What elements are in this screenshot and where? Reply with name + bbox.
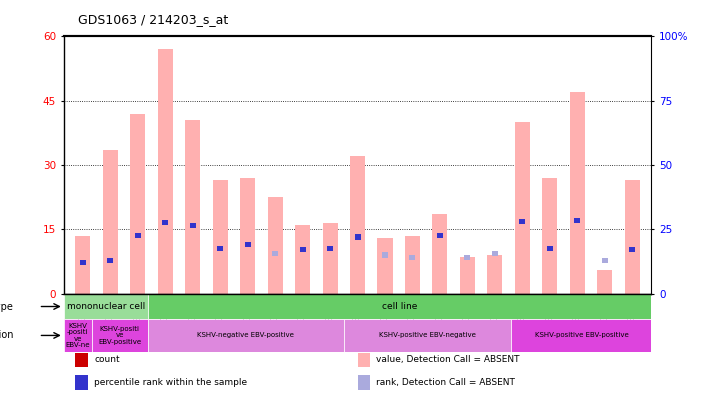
- Bar: [355, 234, 360, 240]
- Bar: [437, 233, 443, 239]
- Bar: [624, 180, 640, 294]
- Bar: [92, 320, 148, 352]
- Bar: [602, 258, 607, 263]
- Bar: [327, 246, 333, 251]
- Bar: [358, 352, 370, 367]
- Bar: [515, 122, 530, 294]
- Bar: [295, 225, 310, 294]
- Bar: [343, 320, 511, 352]
- Bar: [75, 236, 91, 294]
- Bar: [547, 246, 553, 251]
- Bar: [492, 251, 498, 256]
- Bar: [64, 294, 148, 320]
- Bar: [377, 238, 392, 294]
- Bar: [542, 178, 557, 294]
- Bar: [148, 294, 651, 320]
- Bar: [629, 247, 635, 252]
- Bar: [350, 156, 365, 294]
- Bar: [245, 242, 251, 247]
- Bar: [405, 236, 420, 294]
- Bar: [162, 220, 169, 226]
- Bar: [511, 320, 651, 352]
- Bar: [76, 375, 88, 390]
- Bar: [64, 320, 92, 352]
- Text: percentile rank within the sample: percentile rank within the sample: [94, 378, 247, 387]
- Bar: [382, 252, 388, 258]
- Text: rank, Detection Call = ABSENT: rank, Detection Call = ABSENT: [377, 378, 515, 387]
- Bar: [135, 233, 141, 239]
- Bar: [190, 223, 196, 228]
- Text: mononuclear cell: mononuclear cell: [67, 302, 145, 311]
- Text: KSHV
-positi
ve
EBV-ne: KSHV -positi ve EBV-ne: [65, 323, 90, 348]
- Bar: [240, 178, 256, 294]
- Bar: [148, 320, 343, 352]
- Bar: [433, 214, 447, 294]
- Bar: [217, 246, 223, 251]
- Bar: [103, 150, 118, 294]
- Text: cell line: cell line: [382, 302, 417, 311]
- Bar: [80, 260, 86, 265]
- Bar: [597, 270, 612, 294]
- Bar: [323, 223, 338, 294]
- Bar: [409, 255, 416, 260]
- Text: GDS1063 / 214203_s_at: GDS1063 / 214203_s_at: [78, 13, 228, 26]
- Bar: [108, 258, 113, 263]
- Bar: [358, 375, 370, 390]
- Text: KSHV-positive EBV-negative: KSHV-positive EBV-negative: [379, 333, 476, 339]
- Text: KSHV-positi
ve
EBV-positive: KSHV-positi ve EBV-positive: [98, 326, 142, 345]
- Bar: [185, 120, 200, 294]
- Bar: [459, 257, 475, 294]
- Text: value, Detection Call = ABSENT: value, Detection Call = ABSENT: [377, 355, 520, 364]
- Text: KSHV-positive EBV-positive: KSHV-positive EBV-positive: [535, 333, 628, 339]
- Bar: [574, 218, 581, 223]
- Bar: [130, 114, 145, 294]
- Bar: [272, 251, 278, 256]
- Bar: [76, 352, 88, 367]
- Bar: [519, 219, 525, 224]
- Bar: [487, 255, 503, 294]
- Text: count: count: [94, 355, 120, 364]
- Text: infection: infection: [0, 330, 13, 341]
- Bar: [212, 180, 228, 294]
- Text: cell type: cell type: [0, 301, 13, 311]
- Bar: [464, 255, 470, 260]
- Bar: [570, 92, 585, 294]
- Text: KSHV-negative EBV-positive: KSHV-negative EBV-positive: [197, 333, 294, 339]
- Bar: [158, 49, 173, 294]
- Bar: [268, 197, 282, 294]
- Bar: [299, 247, 306, 252]
